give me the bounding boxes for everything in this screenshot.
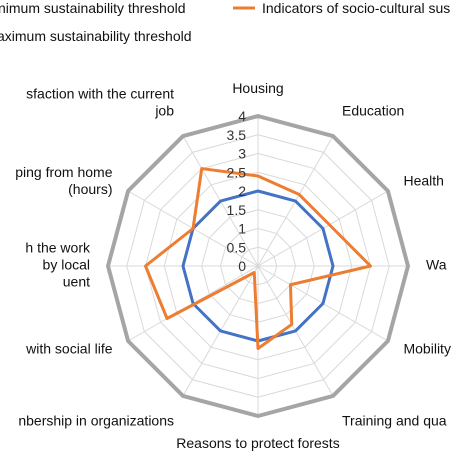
- tick-label: 2: [238, 183, 246, 199]
- legend: nimum sustainability threshold Indicator…: [0, 0, 450, 44]
- tick-label: 3: [238, 146, 246, 162]
- tick-label: 3.5: [227, 127, 247, 143]
- series-line-max-threshold: [106, 114, 410, 418]
- category-label: nbership in organizations: [18, 412, 174, 428]
- category-label: Housing: [232, 80, 283, 96]
- category-label: Health: [403, 173, 443, 189]
- series-line-indicators: [144, 167, 372, 350]
- radar-series: [106, 114, 410, 418]
- tick-label: 0.5: [227, 239, 247, 255]
- legend-label-indicators: Indicators of socio-cultural sus: [262, 0, 450, 16]
- category-label: Wa: [426, 257, 447, 273]
- tick-label: 2.5: [227, 164, 247, 180]
- category-labels: Housing Education Health Wa Mobility Training…: [15, 80, 451, 451]
- category-label: Mobility: [403, 341, 450, 357]
- tick-label: 1: [238, 221, 246, 237]
- legend-label-min: nimum sustainability threshold: [0, 0, 186, 16]
- category-label: with social life: [25, 341, 113, 357]
- radar-grid: [108, 116, 408, 416]
- tick-labels: 0 0.5 1 1.5 2 2.5 3 3.5 4: [227, 108, 247, 274]
- tick-label: 0: [238, 258, 246, 274]
- category-label: h the work by local uent: [25, 240, 91, 290]
- legend-label-max: aximum sustainability threshold: [0, 28, 192, 44]
- category-label: ping from home (hours): [15, 164, 112, 197]
- category-label: Training and qua: [342, 412, 447, 428]
- tick-label: 4: [238, 108, 246, 124]
- category-label: Education: [342, 103, 404, 119]
- category-label: sfaction with the current job: [26, 86, 174, 119]
- tick-label: 1.5: [227, 202, 247, 218]
- category-label: Reasons to protect forests: [176, 435, 339, 451]
